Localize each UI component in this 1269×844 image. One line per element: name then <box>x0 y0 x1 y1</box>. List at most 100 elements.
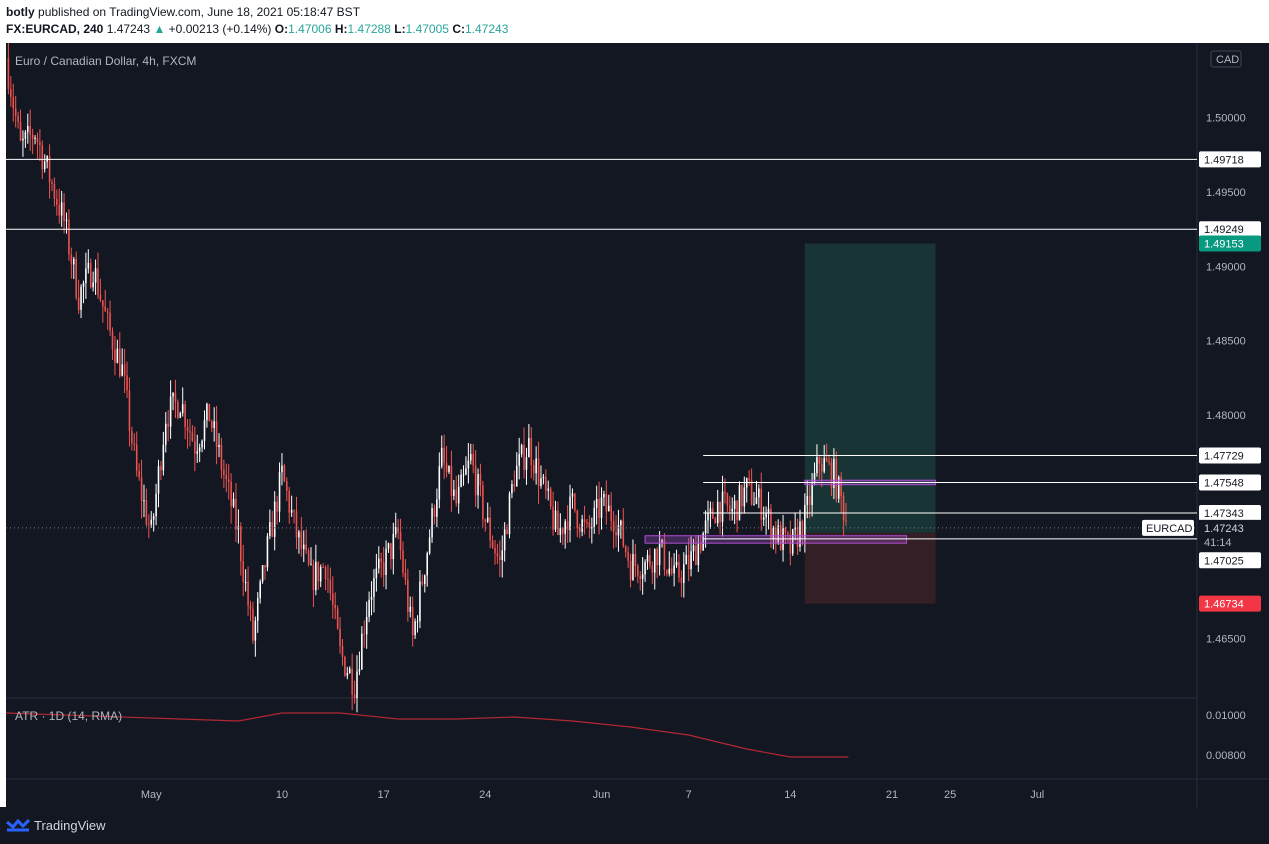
candle-body <box>830 462 833 488</box>
candle-body <box>675 562 678 566</box>
candle-body <box>399 532 402 551</box>
candle-body <box>607 505 610 512</box>
candle-body <box>271 522 274 537</box>
candle-body <box>508 493 511 535</box>
candle-body <box>637 565 639 576</box>
price-label: 1.47025 <box>1204 555 1244 567</box>
symbol-name: FX:EURCAD, 240 <box>6 22 104 36</box>
level-price-label-bg <box>1199 474 1261 491</box>
level-price-label-bg <box>1199 151 1261 168</box>
candle-body <box>574 493 576 511</box>
candle-body <box>704 520 707 534</box>
position-loss-zone[interactable] <box>804 532 936 604</box>
candle-body <box>189 431 191 433</box>
candle-body <box>295 511 298 538</box>
candle-body <box>7 57 10 90</box>
candle-body <box>714 518 717 524</box>
candle-body <box>421 581 424 584</box>
candle-body <box>416 621 419 623</box>
candle-body <box>404 572 407 580</box>
tradingview-brand[interactable]: TradingView <box>34 818 106 833</box>
candle-body <box>208 403 211 422</box>
candle-body <box>201 440 203 448</box>
candle-body <box>34 137 36 139</box>
currency-badge-bg[interactable] <box>1210 50 1242 68</box>
candle-body <box>276 501 278 512</box>
candle-body <box>469 453 472 461</box>
candle-body <box>801 521 804 538</box>
candle-body <box>537 458 540 486</box>
chart-plot[interactable]: 1.497181.492491.477291.475481.473431.471… <box>6 43 1269 807</box>
candle-body <box>564 521 566 534</box>
tradingview-logo-icon[interactable] <box>6 817 30 833</box>
candle-body <box>554 510 557 530</box>
candle-body <box>123 364 126 376</box>
candle-body <box>126 375 128 391</box>
candle-body <box>666 570 668 574</box>
candle-body <box>353 694 356 699</box>
chart-panel[interactable]: 1.497181.492491.477291.475481.473431.471… <box>6 43 1269 807</box>
candle-body <box>186 427 189 432</box>
candle-body <box>305 544 307 551</box>
candle-body <box>525 457 528 470</box>
candle-body <box>581 519 583 532</box>
candle-body <box>588 522 591 528</box>
candle-body <box>148 524 150 526</box>
time-tick-label: Jul <box>1030 789 1044 801</box>
symbol-tag: EURCAD <box>1146 523 1193 535</box>
level-price-label-bg <box>1199 221 1261 238</box>
publisher-name[interactable]: botly <box>6 5 35 19</box>
zone-rectangle[interactable] <box>644 535 908 544</box>
candle-body <box>232 498 235 507</box>
candle-body <box>167 423 169 427</box>
candle-body <box>440 447 443 467</box>
candle-body <box>799 521 801 547</box>
candle-body <box>820 463 823 472</box>
symbol-info: FX:EURCAD, 240 1.47243 ▲ +0.00213 (+0.14… <box>6 22 508 36</box>
candle-body <box>465 468 467 475</box>
candle-body <box>104 306 107 312</box>
candle-body <box>387 543 390 549</box>
candle-body <box>203 420 206 441</box>
indicator-tick-label: 0.00800 <box>1206 750 1246 762</box>
position-profit-zone[interactable] <box>804 243 936 533</box>
candle-body <box>106 311 109 313</box>
candle-body <box>491 540 494 548</box>
high-label: H: <box>334 22 348 36</box>
candle-body <box>242 561 245 582</box>
candle-body <box>610 505 612 522</box>
candle-body <box>109 312 111 332</box>
candle-body <box>736 500 738 521</box>
candle-body <box>43 161 46 170</box>
indicator-tick-label: 0.01000 <box>1206 710 1246 722</box>
candle-body <box>578 527 581 532</box>
candle-body <box>375 568 378 579</box>
candle-body <box>615 532 617 536</box>
candle-body <box>506 529 508 535</box>
candle-body <box>247 581 249 606</box>
candle-body <box>721 491 724 522</box>
candle-body <box>617 525 620 536</box>
candle-body <box>750 479 753 505</box>
candle-body <box>598 498 600 518</box>
candle-body <box>41 145 44 170</box>
candle-body <box>293 510 295 512</box>
candle-body <box>26 125 29 133</box>
candle-body <box>92 282 94 288</box>
candle-body <box>796 527 799 547</box>
candle-body <box>361 633 363 670</box>
candle-body <box>784 528 787 534</box>
price-label-bg <box>1199 595 1261 612</box>
footer: TradingView <box>0 807 1269 844</box>
published-text: published on TradingView.com, June 18, 2… <box>38 5 361 19</box>
candle-body <box>288 490 291 513</box>
candle-body <box>530 438 533 465</box>
candle-body <box>194 440 196 454</box>
candle-body <box>528 438 530 458</box>
candle-body <box>121 364 123 376</box>
candle-body <box>363 633 366 635</box>
current-price-label: 1.47243 <box>1204 523 1244 535</box>
candle-body <box>196 451 199 454</box>
level-price-label: 1.49249 <box>1204 224 1244 236</box>
candle-body <box>179 413 182 418</box>
